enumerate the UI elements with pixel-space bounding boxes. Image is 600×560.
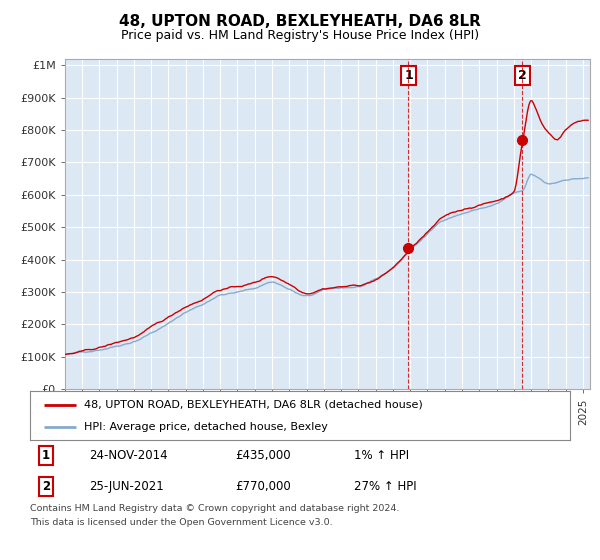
Text: 1% ↑ HPI: 1% ↑ HPI [354, 449, 409, 462]
Text: 24-NOV-2014: 24-NOV-2014 [89, 449, 168, 462]
Text: 2: 2 [518, 69, 527, 82]
Text: 1: 1 [404, 69, 413, 82]
Text: 1: 1 [42, 449, 50, 462]
Text: Contains HM Land Registry data © Crown copyright and database right 2024.: Contains HM Land Registry data © Crown c… [30, 504, 400, 513]
Text: 25-JUN-2021: 25-JUN-2021 [89, 480, 164, 493]
Text: 48, UPTON ROAD, BEXLEYHEATH, DA6 8LR: 48, UPTON ROAD, BEXLEYHEATH, DA6 8LR [119, 14, 481, 29]
Text: £770,000: £770,000 [235, 480, 291, 493]
Text: 2: 2 [42, 480, 50, 493]
Text: 27% ↑ HPI: 27% ↑ HPI [354, 480, 416, 493]
Text: £435,000: £435,000 [235, 449, 291, 462]
Text: This data is licensed under the Open Government Licence v3.0.: This data is licensed under the Open Gov… [30, 518, 332, 527]
Text: HPI: Average price, detached house, Bexley: HPI: Average price, detached house, Bexl… [84, 422, 328, 432]
Text: Price paid vs. HM Land Registry's House Price Index (HPI): Price paid vs. HM Land Registry's House … [121, 29, 479, 42]
Text: 48, UPTON ROAD, BEXLEYHEATH, DA6 8LR (detached house): 48, UPTON ROAD, BEXLEYHEATH, DA6 8LR (de… [84, 399, 423, 409]
